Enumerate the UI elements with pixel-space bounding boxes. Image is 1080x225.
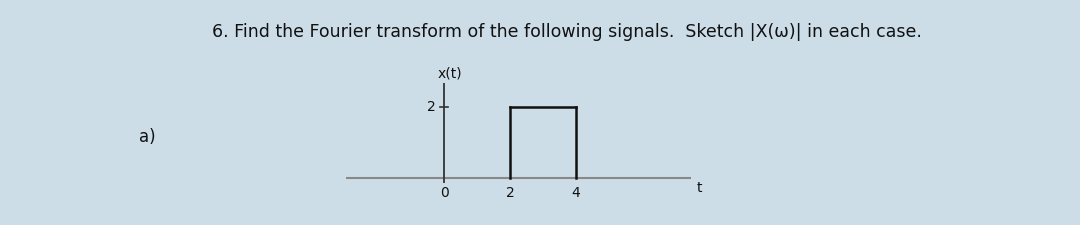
Text: 2: 2 — [505, 186, 514, 200]
Text: 6. Find the Fourier transform of the following signals.  Sketch |X(ω)| in each c: 6. Find the Fourier transform of the fol… — [212, 23, 922, 41]
Text: a): a) — [139, 128, 156, 146]
Text: t: t — [697, 181, 702, 195]
Text: 4: 4 — [571, 186, 580, 200]
Text: x(t): x(t) — [438, 67, 462, 81]
Text: 0: 0 — [440, 186, 448, 200]
Text: 2: 2 — [428, 100, 436, 114]
